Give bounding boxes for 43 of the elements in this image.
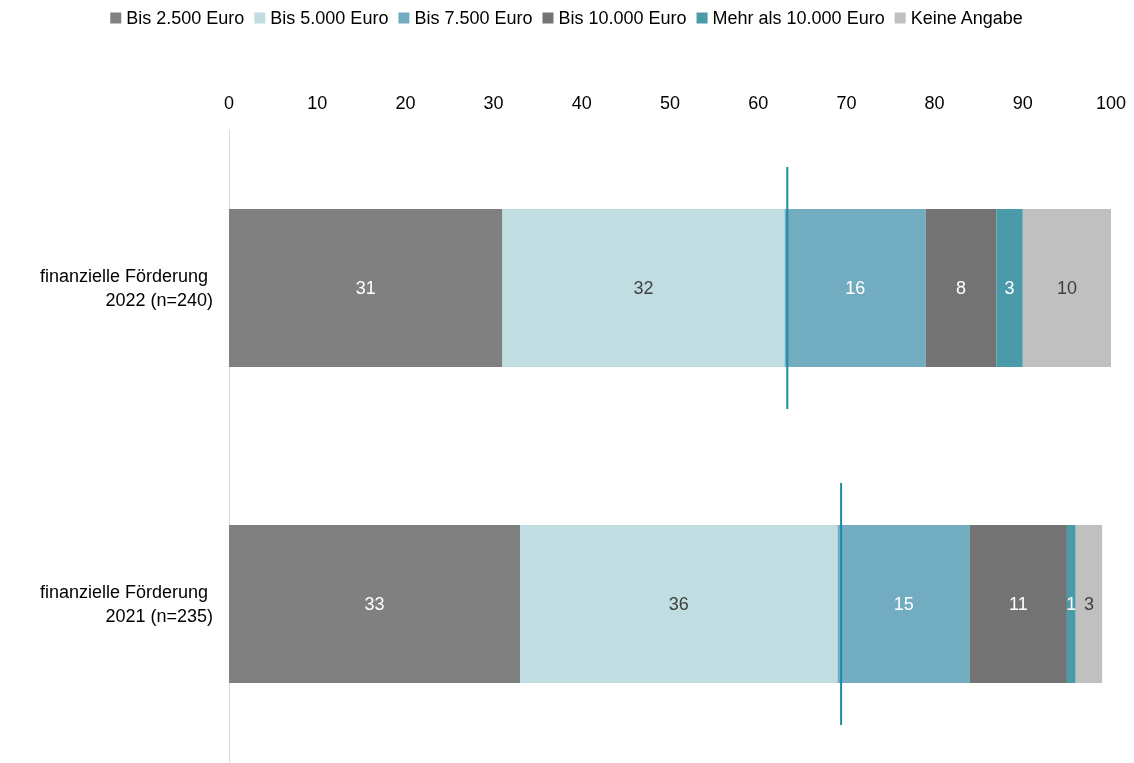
- x-tick-label: 20: [395, 93, 416, 113]
- data-label: 8: [956, 278, 967, 298]
- y-tick-label: finanzielle Förderung 2021 (n=235): [39, 582, 213, 626]
- data-label: 33: [364, 594, 385, 614]
- data-label: 16: [845, 278, 866, 298]
- legend-label: Bis 10.000 Euro: [558, 8, 687, 28]
- bar: [784, 209, 926, 367]
- x-tick-label: 50: [659, 93, 681, 113]
- x-tick-label: 0: [223, 93, 235, 113]
- bar: [1066, 525, 1076, 683]
- x-tick-label: 60: [748, 93, 769, 113]
- bar: [925, 209, 997, 367]
- legend-label: Bis 5.000 Euro: [270, 8, 389, 28]
- bar: [1022, 209, 1111, 367]
- bar: [837, 525, 970, 683]
- legend-label: Mehr als 10.000 Euro: [712, 8, 885, 28]
- x-tick-label: 80: [924, 93, 945, 113]
- bar: [1075, 525, 1103, 683]
- data-label: 1: [1066, 594, 1077, 614]
- x-tick-label: 90: [1012, 93, 1033, 113]
- x-tick-label: 100: [1095, 93, 1127, 113]
- x-tick-label: 10: [307, 93, 328, 113]
- data-label: 32: [633, 278, 654, 298]
- data-label: 3: [1004, 278, 1015, 298]
- legend-label: Keine Angabe: [910, 8, 1023, 28]
- x-tick-label: 40: [571, 93, 592, 113]
- bar: [229, 525, 521, 683]
- bar: [969, 525, 1067, 683]
- data-label: 11: [1009, 594, 1028, 614]
- bar: [520, 525, 838, 683]
- bar: [996, 209, 1023, 367]
- y-tick-label: finanzielle Förderung 2022 (n=240): [39, 266, 213, 310]
- bar: [502, 209, 785, 367]
- legend-label: Bis 2.500 Euro: [126, 8, 245, 28]
- data-label: 3: [1083, 594, 1094, 614]
- data-label: 10: [1056, 278, 1077, 298]
- legend-label: Bis 7.500 Euro: [414, 8, 533, 28]
- data-label: 36: [668, 594, 689, 614]
- x-tick-label: 30: [483, 93, 504, 113]
- x-tick-label: 70: [836, 93, 857, 113]
- bar: [229, 209, 503, 367]
- data-label: 15: [893, 594, 914, 614]
- data-label: 31: [355, 278, 376, 298]
